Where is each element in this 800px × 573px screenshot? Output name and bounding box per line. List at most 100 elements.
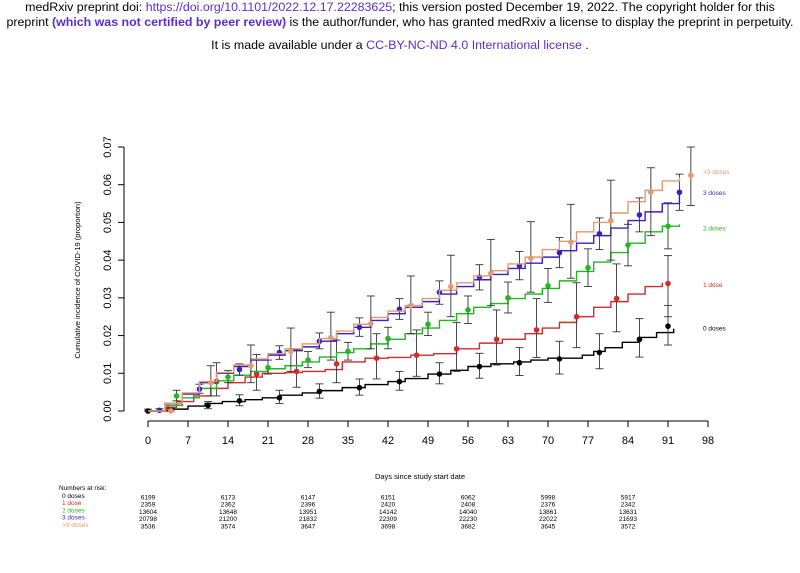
data-point (414, 352, 420, 358)
y-tick-label: 0.00 (102, 400, 114, 421)
data-point (665, 323, 671, 329)
data-point (277, 350, 283, 356)
x-tick-label: 7 (185, 435, 191, 447)
x-tick-label: 91 (662, 435, 674, 447)
data-point (488, 271, 494, 277)
series-end-label: 1 dose (703, 282, 723, 289)
risk-row-label: 3 doses (62, 515, 86, 522)
series-step-line (148, 283, 662, 411)
data-point (305, 357, 311, 363)
data-point (248, 363, 254, 369)
data-point (334, 361, 340, 367)
risk-cell: 13861 (539, 509, 557, 516)
risk-cell: 2362 (221, 502, 236, 509)
x-tick-label: 63 (502, 435, 514, 447)
risk-cell: 5998 (541, 495, 556, 502)
y-tick-label: 0.03 (102, 287, 114, 308)
risk-cell: 21200 (219, 516, 237, 523)
risk-cell: 13648 (219, 509, 237, 516)
x-tick-label: 28 (302, 435, 314, 447)
x-tick-label: 70 (542, 435, 554, 447)
risk-cell: 3682 (461, 523, 476, 530)
risk-cell: 2420 (381, 502, 396, 509)
risk-table-title: Numbers at risk: (59, 485, 107, 492)
x-tick-label: 21 (262, 435, 274, 447)
x-tick-label: 14 (222, 435, 234, 447)
risk-row-label: >3 doses (62, 522, 89, 529)
risk-cell: 14142 (379, 509, 397, 516)
x-tick-label: 35 (342, 435, 354, 447)
x-axis-label: Days since study start date (375, 472, 465, 481)
y-axis-label: Cumulative incidence of COVID-19 (propor… (73, 201, 82, 359)
risk-row-label: 0 doses (62, 493, 86, 500)
series-end-label: 3 doses (703, 190, 727, 197)
chart-axes: 0714212835424956637077849198Days since s… (73, 136, 714, 481)
risk-cell: 6199 (141, 495, 156, 502)
risk-cell: 3698 (381, 523, 396, 530)
data-point (425, 321, 431, 327)
data-point (637, 337, 643, 343)
y-tick-label: 0.01 (102, 363, 114, 384)
risk-cell: 3645 (541, 523, 556, 530)
data-point (277, 395, 283, 401)
risk-cell: 14040 (459, 509, 477, 516)
series-step-line (148, 329, 674, 411)
data-point (614, 296, 620, 302)
risk-cell: 6173 (221, 495, 236, 502)
series-end-label: >3 doses (703, 169, 730, 176)
data-point (288, 349, 294, 355)
x-tick-label: 56 (462, 435, 474, 447)
x-tick-label: 77 (582, 435, 594, 447)
series-0-doses: 0 doses (144, 305, 727, 413)
data-point (205, 403, 211, 409)
risk-cell: 21693 (619, 516, 637, 523)
risk-cell: 20798 (139, 516, 157, 523)
x-tick-label: 0 (145, 435, 151, 447)
data-point (625, 242, 631, 248)
series-1-dose: 1 dose (148, 256, 723, 412)
risk-cell: 3536 (141, 523, 156, 530)
data-point (317, 389, 323, 395)
risk-cell: 2396 (301, 502, 316, 509)
data-point (534, 327, 540, 333)
data-point (237, 367, 243, 373)
data-point (557, 250, 563, 256)
risk-cell: 3574 (221, 523, 236, 530)
data-point (408, 303, 414, 309)
data-point (528, 255, 534, 261)
y-tick-label: 0.06 (102, 174, 114, 195)
risk-cell: 6151 (381, 495, 396, 502)
data-point (237, 398, 243, 404)
risk-cell: 3647 (301, 523, 316, 530)
risk-cell: 2376 (541, 502, 556, 509)
data-point (597, 350, 603, 356)
risk-table: Numbers at risk:0 doses61996173614761516… (59, 485, 637, 530)
x-tick-label: 98 (702, 435, 714, 447)
data-point (477, 364, 483, 370)
risk-row-label: 1 dose (62, 500, 82, 507)
data-point (368, 321, 374, 327)
risk-cell: 2359 (141, 502, 156, 509)
data-point (157, 407, 163, 413)
data-point (397, 379, 403, 385)
x-tick-label: 84 (622, 435, 634, 447)
risk-cell: 22230 (459, 516, 477, 523)
risk-cell: 22309 (379, 516, 397, 523)
data-point (465, 307, 471, 313)
risk-cell: 3572 (621, 523, 636, 530)
data-point (557, 356, 563, 362)
data-point (448, 284, 454, 290)
data-point (374, 355, 380, 361)
data-point (385, 336, 391, 342)
risk-cell: 2342 (621, 502, 636, 509)
data-point (568, 239, 574, 245)
data-point (265, 365, 271, 371)
risk-cell: 5917 (621, 495, 636, 502)
risk-cell: 13951 (299, 509, 317, 516)
x-tick-label: 49 (422, 435, 434, 447)
data-point (574, 314, 580, 320)
data-point (345, 349, 351, 355)
data-point (437, 371, 443, 377)
series-2-doses: 2 doses (148, 203, 727, 411)
data-point (688, 172, 694, 178)
